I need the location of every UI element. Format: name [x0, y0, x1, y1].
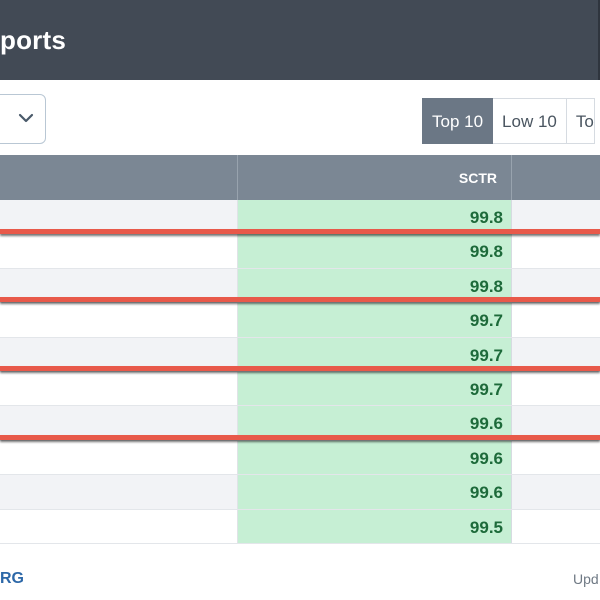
highlight-line: [0, 229, 600, 234]
group-select-dropdown[interactable]: [0, 94, 46, 144]
app-header: ports: [0, 0, 600, 80]
updated-text: Upd: [573, 571, 599, 587]
table-row[interactable]: 99.7: [0, 371, 600, 407]
sctr-value-cell: 99.6: [238, 440, 512, 475]
symbol-cell: [0, 509, 238, 543]
sctr-value-cell: 99.5: [238, 509, 512, 543]
header-edge: [598, 0, 600, 80]
highlight-line: [0, 366, 600, 371]
next-column-cell: [512, 303, 600, 336]
ranking-filter-group: Top 10 Low 10 To: [422, 98, 595, 144]
column-divider: [237, 155, 238, 200]
symbol-cell: [0, 440, 238, 475]
top-10-button[interactable]: Top 10: [422, 98, 494, 144]
symbol-cell: [0, 337, 238, 371]
sctr-value-cell: 99.7: [238, 371, 512, 406]
sctr-value-cell: 99.6: [238, 475, 512, 509]
table-header: SCTR: [0, 155, 600, 200]
symbol-cell: [0, 234, 238, 268]
chevron-down-icon[interactable]: [17, 109, 35, 127]
table-row[interactable]: 99.8: [0, 200, 600, 235]
next-column-cell: [512, 234, 600, 267]
table-row[interactable]: 99.6: [0, 475, 600, 510]
symbol-cell: [0, 200, 238, 234]
sctr-value-cell: 99.7: [238, 303, 512, 337]
symbol-cell: [0, 371, 238, 406]
highlight-line: [0, 435, 600, 440]
highlight-line: [0, 297, 600, 302]
table-row[interactable]: 99.7: [0, 303, 600, 338]
table-row[interactable]: 99.5: [0, 509, 600, 544]
next-column-cell: [512, 441, 600, 474]
symbol-cell: [0, 268, 238, 303]
symbol-cell: [0, 475, 238, 509]
column-divider: [511, 155, 512, 200]
sctr-value-cell: 99.6: [238, 406, 512, 440]
table-body: 99.8 99.8 99.8 99.7 99.7 99.7 99.6 99.6 99.6 99.5: [0, 200, 600, 544]
sctr-value-cell: 99.8: [238, 200, 512, 234]
low-10-button[interactable]: Low 10: [493, 98, 567, 144]
third-filter-button[interactable]: To: [566, 98, 595, 144]
next-column-cell: [512, 475, 600, 508]
footer-brand-link[interactable]: RG: [0, 570, 24, 587]
sctr-column-header[interactable]: SCTR: [458, 170, 497, 186]
sctr-table: SCTR 99.8 99.8 99.8 99.7 99.7 99.7 99.6 99.6 99.…: [0, 155, 600, 544]
sctr-value-cell: 99.8: [238, 268, 512, 303]
symbol-cell: [0, 303, 238, 337]
next-column-cell: [512, 510, 600, 543]
table-row[interactable]: 99.6: [0, 440, 600, 476]
next-column-cell: [512, 372, 600, 405]
sctr-value-cell: 99.8: [238, 234, 512, 268]
page-title: ports: [0, 25, 66, 55]
symbol-cell: [0, 406, 238, 440]
sctr-value-cell: 99.7: [238, 337, 512, 371]
table-row[interactable]: 99.8: [0, 234, 600, 269]
